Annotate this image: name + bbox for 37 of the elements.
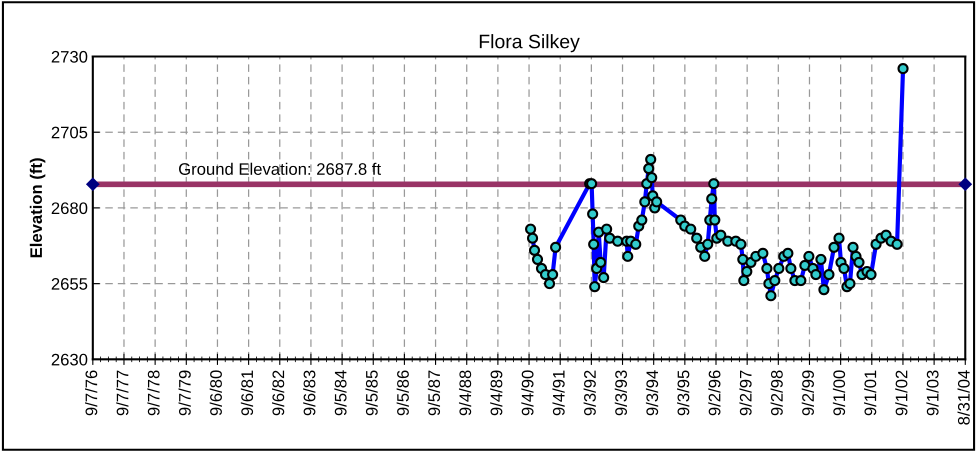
x-tick-label: 9/7/77	[116, 370, 128, 416]
y-tick-label: 2630	[52, 354, 88, 366]
x-tick-label: 9/5/86	[396, 370, 409, 416]
x-tick-label: 9/7/76	[85, 370, 98, 416]
x-tick-label: 9/7/79	[178, 370, 191, 416]
x-tick-label: 9/6/80	[210, 370, 222, 416]
x-tick-label: 9/3/93	[614, 370, 627, 416]
x-tick-label: 9/5/87	[428, 370, 440, 416]
x-tick-label: 9/2/98	[770, 370, 783, 416]
x-tick-label: 9/3/95	[677, 370, 690, 416]
x-tick-label: 9/2/97	[739, 370, 752, 416]
x-tick-label: 9/7/78	[147, 370, 160, 416]
chart-title: Flora Silkey	[480, 34, 580, 52]
x-tick-label: 9/6/81	[240, 370, 254, 416]
x-tick-label: 9/1/00	[832, 370, 846, 416]
y-axis-title: Elevation (ft)	[30, 158, 46, 258]
x-tick-label: 9/1/01	[864, 370, 876, 416]
x-tick-label: 9/6/82	[272, 370, 284, 416]
series-label: Ground Elevation: 2687.8 ft	[179, 162, 381, 175]
x-tick-label: 9/1/02	[895, 370, 908, 416]
y-tick-label: 2655	[52, 278, 88, 290]
x-tick-label: 9/3/92	[584, 370, 596, 416]
x-tick-label: 8/31/04	[958, 370, 970, 425]
x-tick-label: 9/5/84	[334, 370, 347, 416]
y-tick-label: 2730	[52, 50, 88, 63]
x-tick-label: 9/3/94	[646, 370, 658, 416]
x-tick-label: 9/1/03	[926, 370, 939, 416]
x-tick-label: 9/6/83	[303, 370, 316, 416]
x-tick-label: 9/5/85	[365, 370, 378, 416]
y-tick-label: 2680	[52, 202, 88, 214]
x-tick-label: 9/2/96	[708, 370, 720, 416]
x-tick-label: 9/4/90	[521, 370, 534, 416]
x-tick-label: 9/4/89	[490, 370, 502, 416]
x-tick-label: 9/2/99	[802, 370, 814, 416]
x-tick-label: 9/4/91	[552, 370, 565, 416]
x-tick-label: 9/4/88	[458, 370, 472, 416]
y-tick-label: 2705	[52, 126, 88, 138]
